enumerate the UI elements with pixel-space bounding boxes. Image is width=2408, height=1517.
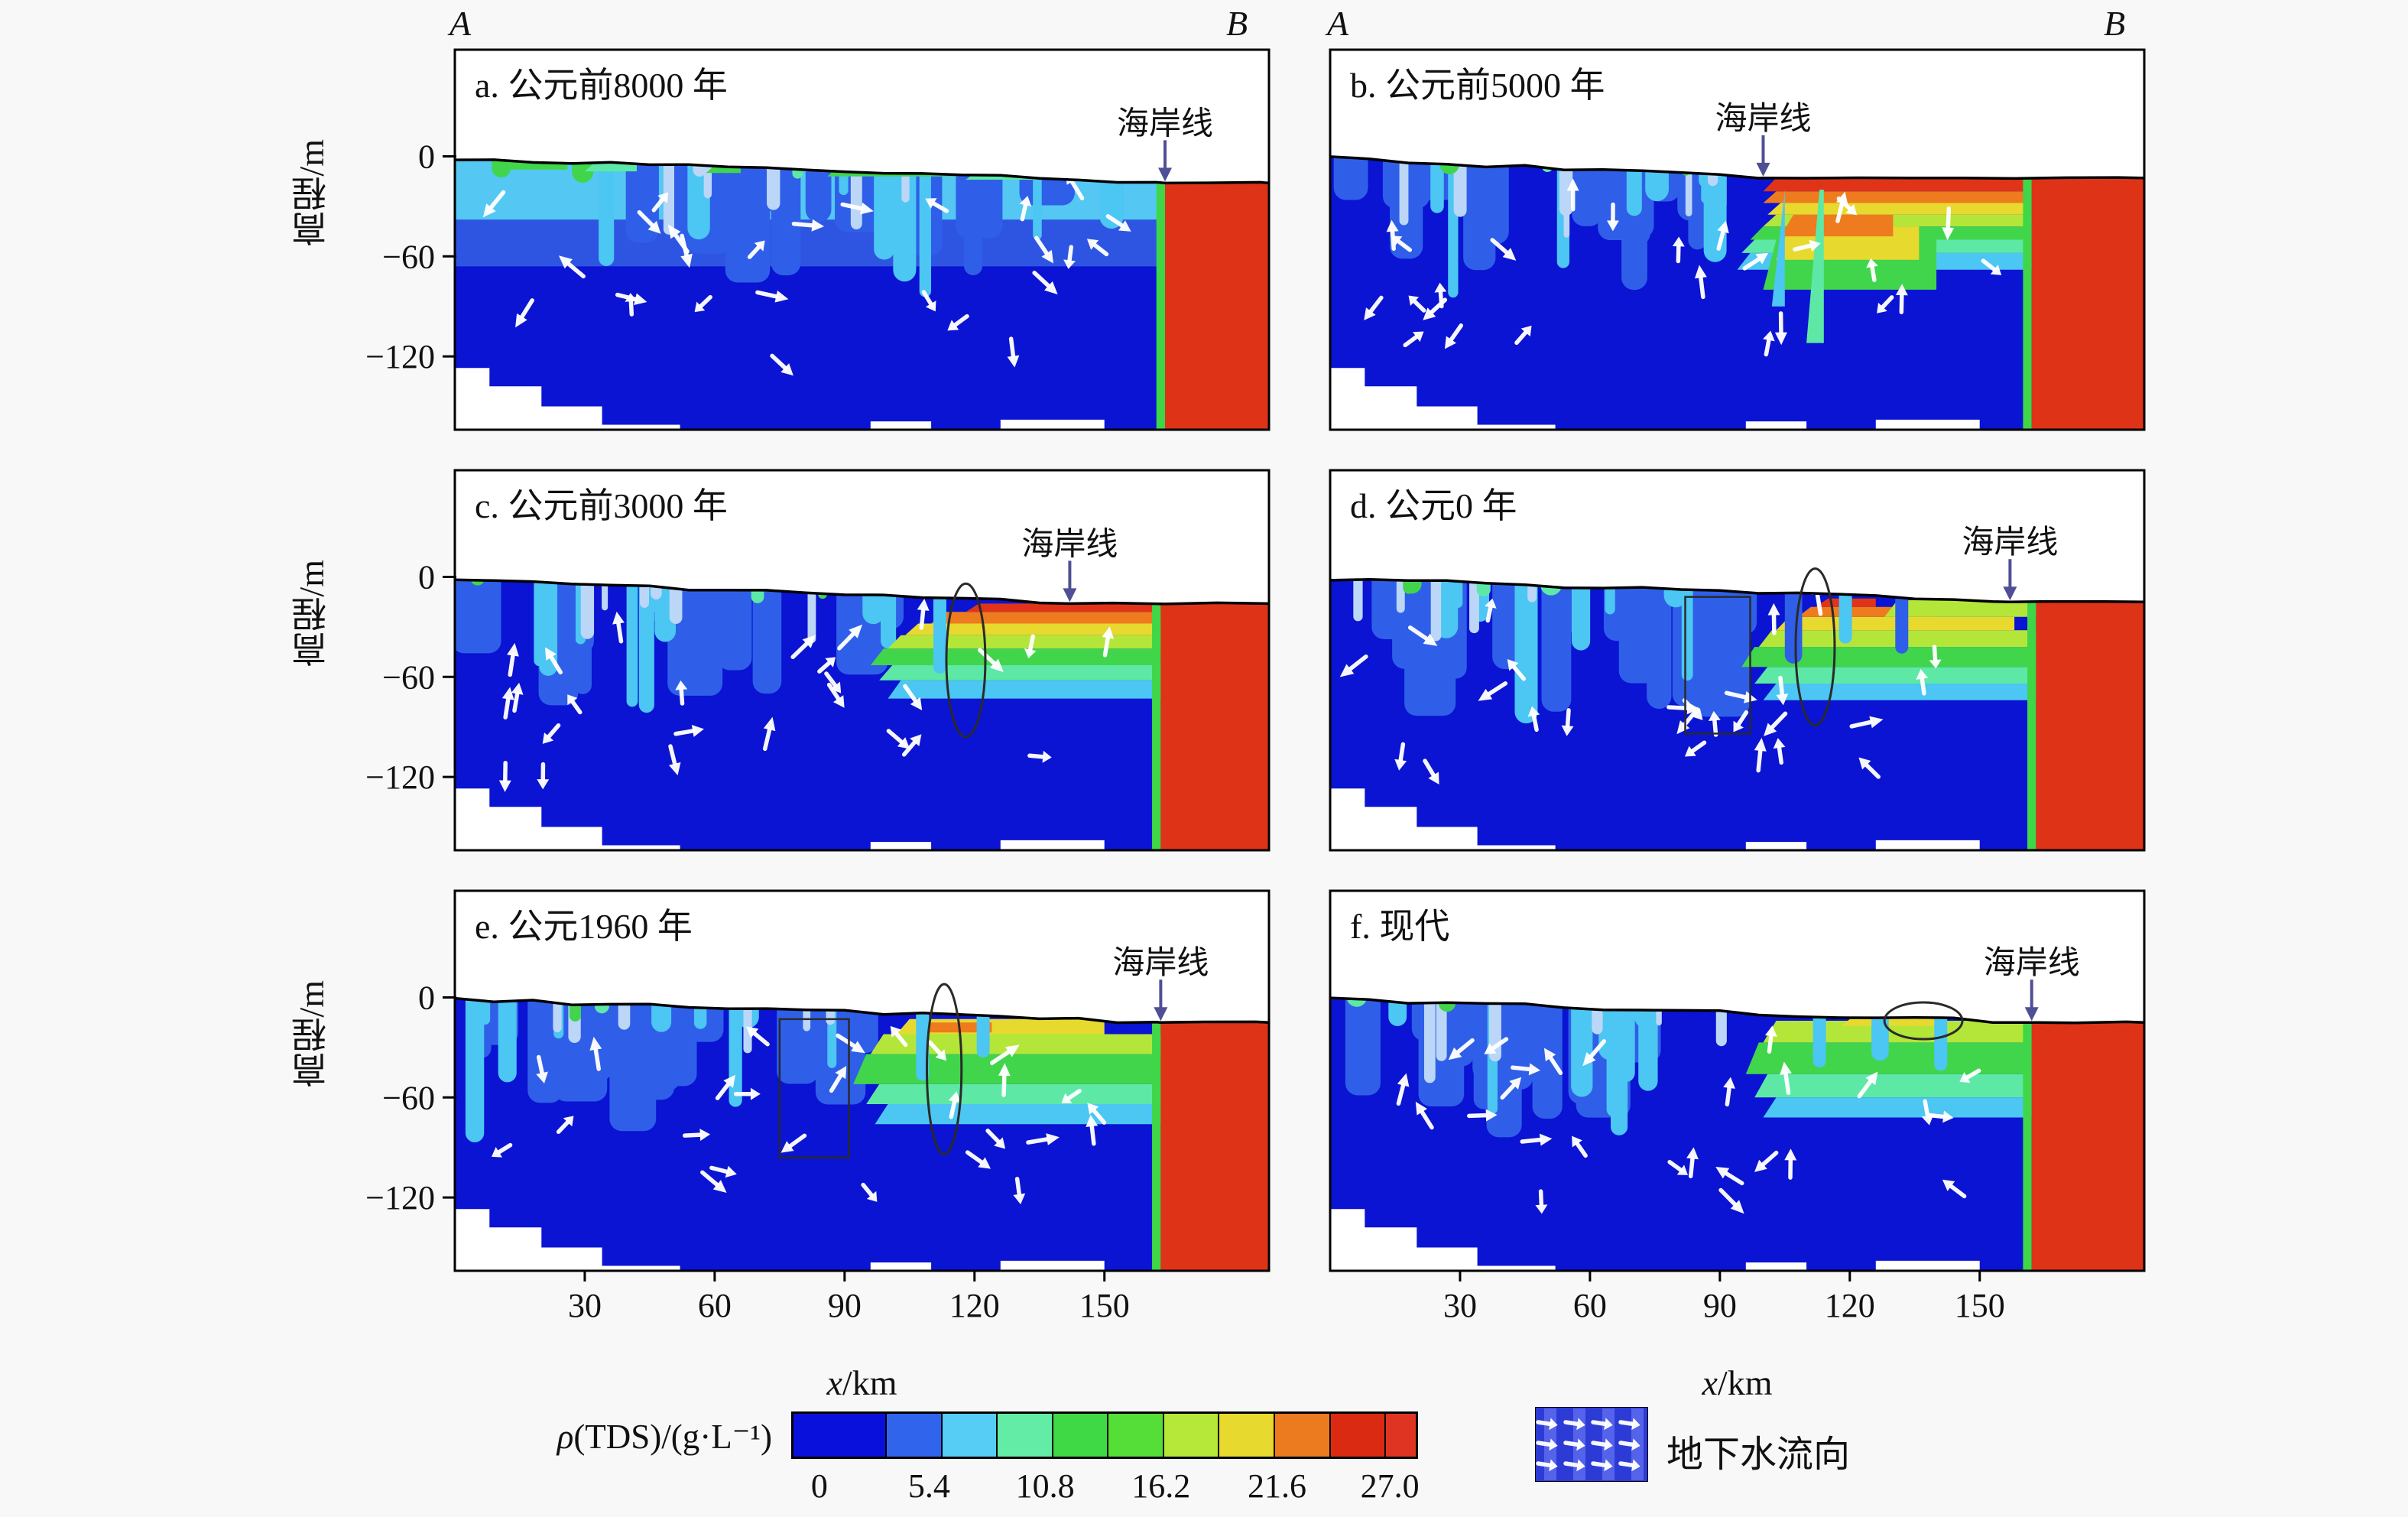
annotation-rect (778, 1018, 850, 1159)
panel-title: e. 公元1960 年 (475, 907, 693, 946)
y-tick-label: −120 (365, 338, 435, 375)
y-axis-title-row2: 高程/m (292, 560, 331, 668)
coastline-label: 海岸线 (1117, 106, 1213, 141)
x-tick-label: 30 (568, 1287, 602, 1324)
coastline-arrow-icon (1063, 588, 1077, 603)
y-tick-label: −60 (382, 1079, 435, 1116)
coastline-arrow-icon (1154, 1007, 1168, 1022)
panel-e: e. 公元1960 年海岸线 0 −60 −120 30 60 90 120 150 (365, 889, 1271, 1324)
section-endpoint-b-right: B (2104, 4, 2126, 43)
panel-title: c. 公元前3000 年 (475, 486, 728, 525)
coastline-label: 海岸线 (1715, 102, 1811, 137)
panel-b: b. 公元前5000 年海岸线 (1329, 48, 2146, 431)
colorbar-tick-label: 0 (810, 1467, 828, 1505)
colorbar-label: ρ(TDS)/(g·L⁻¹) (474, 1416, 772, 1457)
y-axis-title-row3: 高程/m (292, 980, 331, 1088)
panel-f: f. 现代海岸线 30 60 90 120 150 (1329, 889, 2146, 1324)
colorbar-tick-label: 10.8 (1015, 1467, 1075, 1505)
panel-title: b. 公元前5000 年 (1350, 66, 1605, 105)
panel-a: a. 公元前8000 年海岸线 0 −60 −120 (365, 48, 1271, 431)
coastline-arrow-icon (1756, 162, 1770, 177)
x-tick-label: 60 (1573, 1287, 1607, 1324)
legend-label: 地下水流向 (1666, 1434, 1851, 1475)
colorbar-cell (1386, 1414, 1416, 1457)
y-tick-label: 0 (418, 979, 435, 1017)
x-tick-label: 60 (698, 1287, 732, 1324)
x-tick-label: 90 (1703, 1287, 1737, 1324)
panel-title: a. 公元前8000 年 (475, 66, 728, 105)
coastline-label: 海岸线 (1021, 527, 1118, 562)
colorbar-cell (1108, 1414, 1163, 1457)
x-axis-unit: /km (842, 1363, 897, 1402)
panel-c: c. 公元前3000 年海岸线 0 −60 −120 (365, 469, 1271, 852)
x-tick-label: 30 (1443, 1287, 1477, 1324)
annotation-ellipse (1883, 1001, 1964, 1041)
colorbar-cell (1275, 1414, 1329, 1457)
y-tick-label: −60 (382, 658, 435, 696)
colorbar-tick-label: 5.4 (907, 1467, 950, 1505)
panel-d: d. 公元0 年海岸线 (1329, 469, 2146, 852)
panel-title: d. 公元0 年 (1350, 486, 1517, 525)
colorbar-label-var: ρ (557, 1418, 574, 1456)
colorbar-cell (942, 1414, 997, 1457)
panel-title: f. 现代 (1350, 907, 1449, 946)
coastline-label: 海岸线 (1112, 946, 1209, 981)
y-tick-label: −60 (382, 238, 435, 275)
colorbar-tick-labels: 0 5.4 10.8 16.2 21.6 27.0 (791, 1467, 1420, 1509)
colorbar-cell (886, 1414, 941, 1457)
legend-flow-swatch (1534, 1406, 1649, 1483)
y-tick-label: −120 (365, 1179, 435, 1217)
colorbar-tick-label: 16.2 (1131, 1467, 1191, 1505)
colorbar-tick-label: 21.6 (1248, 1467, 1306, 1505)
annotation-ellipse (945, 582, 987, 739)
colorbar-cell (1330, 1414, 1385, 1457)
colorbar-cell (1053, 1414, 1108, 1457)
x-axis-title-left: x/km (455, 1363, 1269, 1403)
x-tick-label: 90 (828, 1287, 862, 1324)
colorbar (791, 1411, 1418, 1459)
colorbar-cell (1163, 1414, 1219, 1457)
annotation-ellipse (1794, 567, 1836, 727)
x-axis-var: x (826, 1363, 842, 1402)
x-tick-label: 150 (1955, 1287, 2005, 1324)
flow-arrows-swatch-icon (1534, 1406, 1649, 1483)
coastline-label: 海岸线 (1962, 525, 2058, 560)
y-tick-label: 0 (418, 138, 435, 176)
x-axis-unit: /km (1717, 1363, 1773, 1402)
colorbar-label-rest: (TDS)/(g·L⁻¹) (573, 1418, 772, 1456)
coastline-label: 海岸线 (1984, 946, 2080, 981)
y-tick-label: 0 (418, 559, 435, 596)
annotation-rect (1684, 596, 1751, 735)
x-axis-title-right: x/km (1330, 1363, 2144, 1403)
colorbar-cell (1219, 1414, 1274, 1457)
y-tick-label: −120 (365, 758, 435, 796)
coastline-arrow-icon (2003, 586, 2017, 601)
x-tick-label: 150 (1079, 1287, 1130, 1324)
colorbar-cell (998, 1414, 1052, 1457)
x-axis-var: x (1702, 1363, 1718, 1402)
y-axis-title-row1: 高程/m (292, 139, 331, 247)
section-endpoint-a-left: A (449, 4, 472, 43)
x-tick-label: 120 (1825, 1287, 1875, 1324)
coastline-arrow-icon (1158, 167, 1173, 182)
annotation-ellipse (925, 983, 963, 1155)
colorbar-cell (793, 1414, 885, 1457)
section-endpoint-a-right: A (1327, 4, 1349, 43)
coastline-arrow-icon (2024, 1007, 2039, 1022)
x-tick-label: 120 (949, 1287, 1000, 1324)
colorbar-tick-label: 27.0 (1360, 1467, 1420, 1505)
section-endpoint-b-left: B (1226, 4, 1248, 43)
